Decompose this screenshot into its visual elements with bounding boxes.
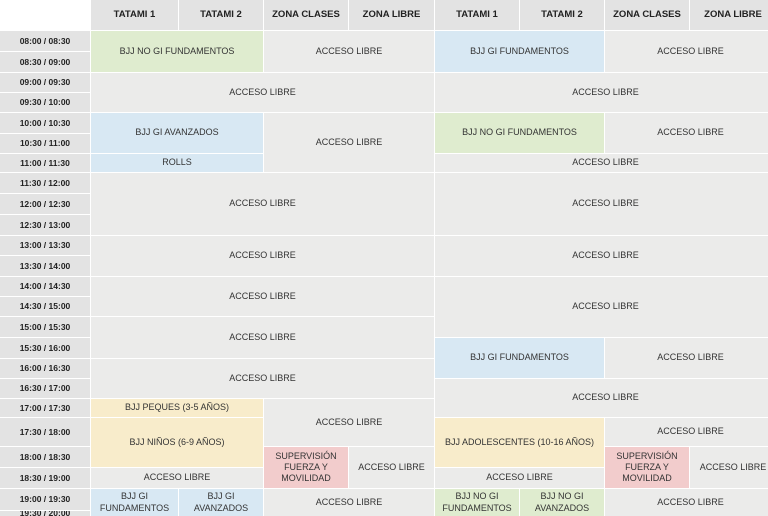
class-block: ACCESO LIBRE	[91, 359, 434, 398]
class-block: BJJ GI AVANZADOS	[91, 113, 263, 153]
time-slot: 18:00 / 18:30	[0, 447, 90, 467]
class-block: ACCESO LIBRE	[605, 338, 768, 378]
time-slot: 17:30 / 18:00	[0, 418, 90, 446]
class-block: ACCESO LIBRE	[435, 154, 768, 172]
class-block: ACCESO LIBRE	[435, 468, 604, 488]
class-block: ACCESO LIBRE	[435, 379, 768, 417]
time-slot: 15:30 / 16:00	[0, 338, 90, 358]
class-block: ACCESO LIBRE	[435, 73, 768, 112]
class-block: SUPERVISIÓN FUERZA Y MOVILIDAD	[264, 447, 348, 488]
time-slot: 15:00 / 15:30	[0, 317, 90, 337]
time-slot: 12:30 / 13:00	[0, 215, 90, 235]
header-tatami-1-right: TATAMI 1	[435, 0, 519, 30]
header-zona-libre-right: ZONA LIBRE	[690, 0, 768, 30]
corner-cell	[0, 0, 90, 30]
time-slot: 09:30 / 10:00	[0, 93, 90, 112]
class-block: ACCESO LIBRE	[435, 277, 768, 337]
class-block: ACCESO LIBRE	[91, 468, 263, 488]
time-slot: 17:00 / 17:30	[0, 399, 90, 417]
time-slot: 11:30 / 12:00	[0, 173, 90, 193]
header-zona-libre-left: ZONA LIBRE	[349, 0, 434, 30]
class-block: ACCESO LIBRE	[91, 277, 434, 316]
time-slot: 13:00 / 13:30	[0, 236, 90, 255]
class-block: BJJ PEQUES (3-5 AÑOS)	[91, 399, 263, 417]
class-block: ACCESO LIBRE	[435, 173, 768, 235]
class-block: BJJ NO GI FUNDAMENTOS	[91, 31, 263, 72]
time-slot: 18:30 / 19:00	[0, 468, 90, 488]
class-block: ACCESO LIBRE	[91, 173, 434, 235]
class-block: ACCESO LIBRE	[349, 447, 434, 488]
time-slot: 09:00 / 09:30	[0, 73, 90, 92]
class-block: BJJ GI FUNDAMENTOS	[435, 31, 604, 72]
class-block: SUPERVISIÓN FUERZA Y MOVILIDAD	[605, 447, 689, 488]
class-block: ACCESO LIBRE	[91, 317, 434, 358]
header-tatami-2-left: TATAMI 2	[179, 0, 263, 30]
time-slot: 16:30 / 17:00	[0, 379, 90, 398]
class-block: ACCESO LIBRE	[264, 31, 434, 72]
class-block: ACCESO LIBRE	[605, 113, 768, 153]
class-block: ACCESO LIBRE	[264, 113, 434, 172]
header-zona-clases-left: ZONA CLASES	[264, 0, 348, 30]
time-slot: 14:30 / 15:00	[0, 297, 90, 316]
time-slot: 08:00 / 08:30	[0, 31, 90, 51]
time-slot: 10:30 / 11:00	[0, 134, 90, 153]
class-block: ACCESO LIBRE	[91, 236, 434, 276]
class-block: BJJ GI FUNDAMENTOS	[435, 338, 604, 378]
class-block: ACCESO LIBRE	[91, 73, 434, 112]
class-block: ACCESO LIBRE	[264, 399, 434, 446]
class-block: BJJ NIÑOS (6-9 AÑOS)	[91, 418, 263, 467]
time-slot: 16:00 / 16:30	[0, 359, 90, 378]
class-block: ACCESO LIBRE	[605, 31, 768, 72]
class-block: BJJ NO GI FUNDAMENTOS	[435, 113, 604, 153]
header-tatami-1-left: TATAMI 1	[91, 0, 178, 30]
class-block: ACCESO LIBRE	[690, 447, 768, 488]
header-zona-clases-right: ZONA CLASES	[605, 0, 689, 30]
class-block: ACCESO LIBRE	[435, 236, 768, 276]
class-block: BJJ ADOLESCENTES (10-16 AÑOS)	[435, 418, 604, 467]
header-tatami-2-right: TATAMI 2	[520, 0, 604, 30]
time-slot: 12:00 / 12:30	[0, 194, 90, 214]
class-block: ACCESO LIBRE	[605, 418, 768, 446]
time-slot: 08:30 / 09:00	[0, 52, 90, 72]
time-slot: 11:00 / 11:30	[0, 154, 90, 172]
time-slot: 13:30 / 14:00	[0, 256, 90, 276]
time-slot: 19:00 / 19:30	[0, 489, 90, 510]
time-slot: 14:00 / 14:30	[0, 277, 90, 296]
time-slot: 10:00 / 10:30	[0, 113, 90, 133]
class-block: ROLLS	[91, 154, 263, 172]
